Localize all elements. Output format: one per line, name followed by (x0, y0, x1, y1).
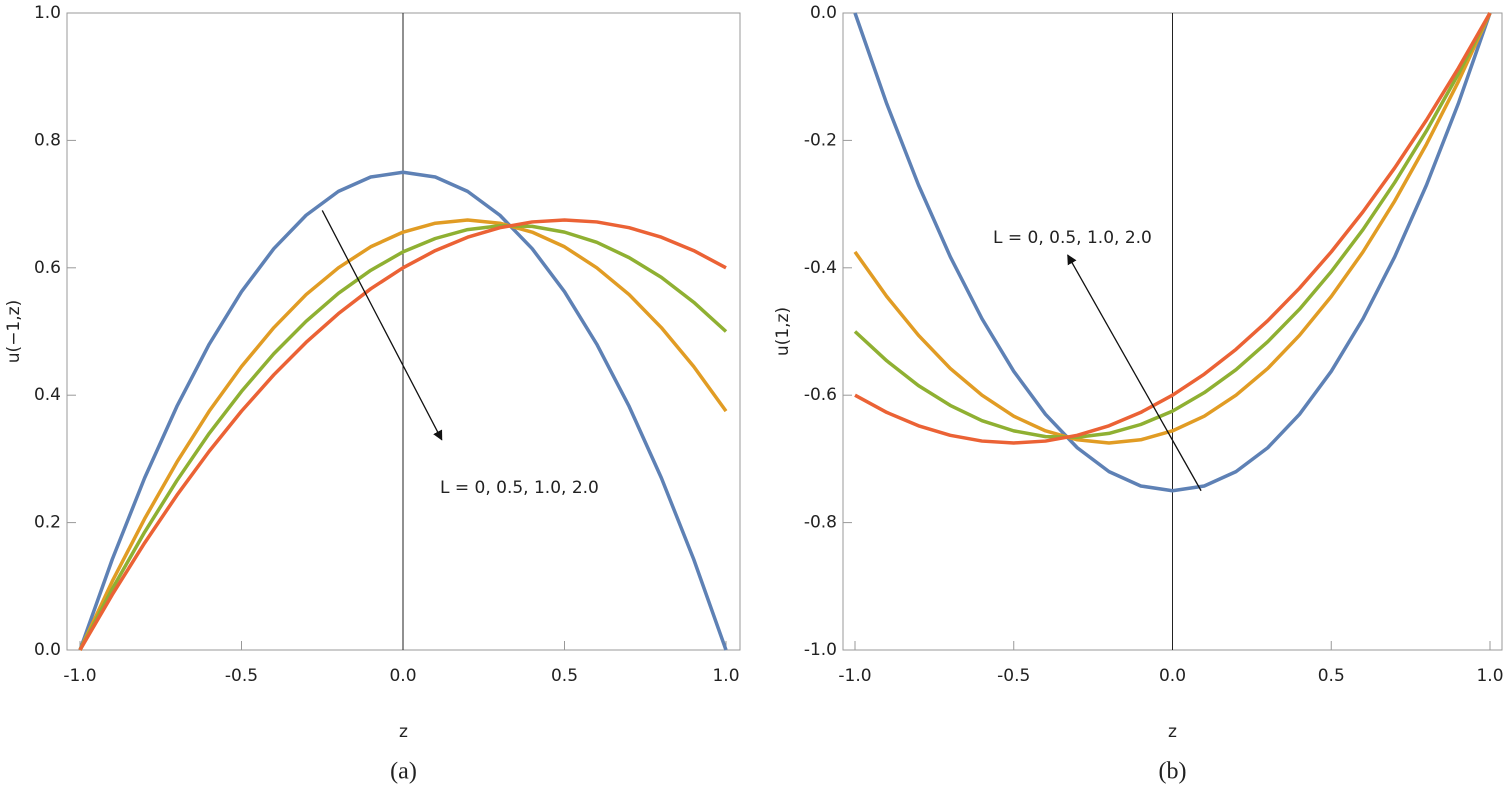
caption: (b) (1159, 759, 1187, 785)
x-tick-label: -1.0 (63, 666, 96, 686)
y-axis-label: u(1,z) (773, 307, 793, 356)
x-tick-label: -0.5 (225, 666, 258, 686)
y-tick-label: 0.8 (34, 130, 61, 150)
x-tick-label: -0.5 (997, 666, 1030, 686)
x-axis-label: z (1168, 722, 1177, 742)
caption: (a) (390, 759, 417, 785)
x-tick-label: 0.5 (551, 666, 578, 686)
x-tick-label: -1.0 (838, 666, 871, 686)
series-line (78, 170, 728, 651)
annotation: L = 0, 0.5, 1.0, 2.0 (440, 478, 599, 498)
y-tick-label: -0.8 (804, 513, 837, 533)
series-line (78, 224, 728, 651)
series-line (78, 218, 727, 651)
x-tick-label: 0.5 (1318, 666, 1345, 686)
series-line (854, 12, 1492, 445)
x-tick-label: 1.0 (712, 666, 739, 686)
y-tick-label: 0.2 (34, 513, 61, 533)
series-line (853, 12, 1492, 439)
x-tick-label: 1.0 (1476, 666, 1503, 686)
annotation: L = 0, 0.5, 1.0, 2.0 (993, 228, 1152, 248)
y-tick-label: -0.4 (804, 258, 837, 278)
series-line (853, 12, 1492, 493)
y-tick-label: 0.4 (34, 385, 61, 405)
series-line (853, 12, 1492, 445)
y-tick-label: 0.0 (810, 3, 837, 23)
annotation-arrow (1067, 254, 1202, 492)
annotation-arrow (321, 210, 443, 441)
y-tick-label: -1.0 (804, 640, 837, 660)
x-axis-label: z (399, 722, 408, 742)
x-tick-label: 0.0 (1159, 666, 1186, 686)
y-tick-label: -0.2 (804, 130, 837, 150)
y-tick-label: 1.0 (34, 3, 61, 23)
y-tick-label: 0.0 (34, 640, 61, 660)
series-line (78, 218, 728, 651)
x-tick-label: 0.0 (389, 666, 416, 686)
y-tick-label: 0.6 (34, 258, 61, 278)
y-axis-label: u(−1,z) (4, 300, 24, 363)
y-tick-label: -0.6 (804, 385, 837, 405)
